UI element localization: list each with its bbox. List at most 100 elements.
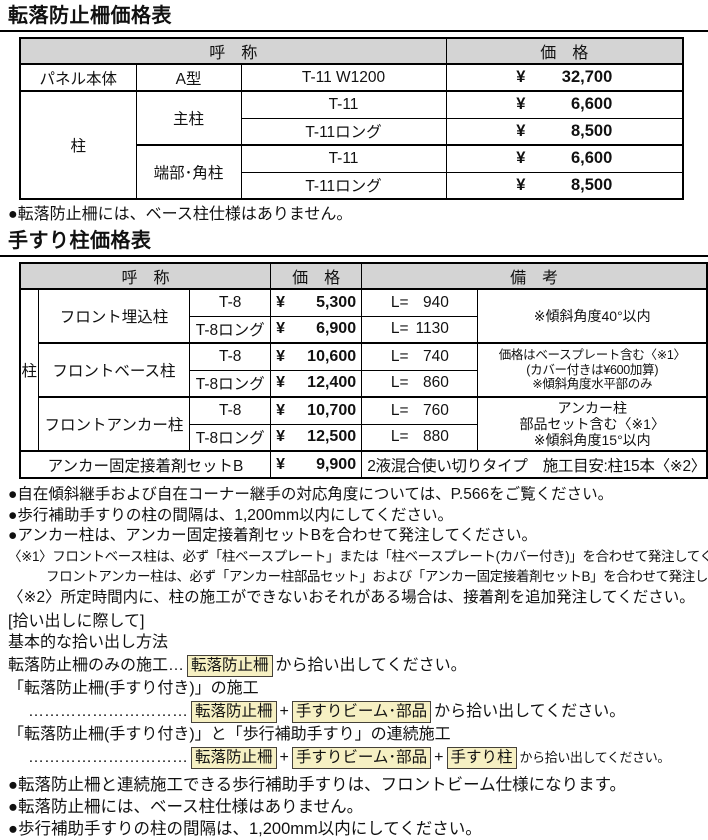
length-prefix: L= [390, 374, 409, 392]
pickup-line-title: 「転落防止柵(手すり付き)」と「歩行補助手すり」の連続施工 [8, 726, 451, 743]
length-prefix: L= [390, 428, 409, 446]
price-cell: ¥12,400 [270, 369, 363, 398]
remark-cell: アンカー柱 部品セット含む〈※1〉 ※傾斜角度15°以内 [477, 396, 708, 452]
price-cell: ¥8,500 [445, 117, 684, 146]
price-value: 6,600 [570, 95, 613, 114]
pickup-line: ………………………… 転落防止柵 + 手すりビーム･部品 から拾い出してください。 [0, 699, 708, 724]
remark-line: ※傾斜角度15°以内 [533, 432, 651, 449]
pickup-line-suffix: から拾い出してください。 [519, 750, 671, 765]
fence-table-title: 転落防止柵価格表 [0, 5, 708, 32]
price-value: 8,500 [570, 121, 613, 140]
post-name-cell: フロントベース柱 [37, 342, 191, 398]
table-row: フロントベース柱 T-8 ¥10,600 L= 740 価格はベースプレート含む〈… [20, 342, 708, 398]
category-cell: 柱 [19, 90, 137, 200]
remark-line: 部品セット含む〈※1〉 [519, 415, 665, 432]
model-cell: T-8 [189, 396, 272, 425]
note-line: ●アンカー柱は、アンカー固定接着剤セットBを合わせて発注してください。 [8, 527, 538, 544]
notes-section: ●自在傾斜継手および自在コーナー継手の対応角度については、P.566をご覧くださ… [0, 485, 708, 608]
yen-sign: ¥ [516, 121, 526, 140]
pickup-line-suffix: から拾い出してください。 [434, 703, 626, 720]
table-row: T-11ロング ¥8,500 [20, 117, 684, 146]
tag-fence: 転落防止柵 [191, 747, 277, 769]
pickup-line-suffix: から拾い出してください。 [275, 657, 467, 674]
footer-notes-section: ●転落防止柵と連続施工できる歩行補助手すりは、フロントビーム仕様になります。 ●… [0, 774, 708, 840]
fence-price-table: 呼 称 価 格 パネル本体 A型 T-11 W1200 ¥32,700 柱 主柱… [19, 37, 684, 200]
length-value: 940 [422, 293, 449, 311]
yen-sign: ¥ [276, 455, 286, 473]
table-row: アンカー固定接着剤セットB ¥9,900 2液混合使い切りタイプ 施工目安:柱1… [19, 450, 708, 479]
price-value: 12,500 [307, 428, 357, 446]
yen-sign: ¥ [516, 149, 526, 168]
model-cell: T-8 [189, 342, 272, 371]
price-value: 10,600 [307, 347, 357, 365]
tag-beam: 手すりビーム･部品 [291, 747, 432, 769]
remark-cell: 価格はベースプレート含む〈※1〉 (カバー付きは¥600加算) ※傾斜角度水平部… [477, 342, 708, 398]
price-value: 9,900 [316, 455, 357, 473]
remark-line: 価格はベースプレート含む〈※1〉 [498, 348, 686, 363]
price-value: 12,400 [307, 374, 357, 392]
model-cell: T-11ロング [240, 117, 447, 146]
yen-sign: ¥ [276, 320, 286, 338]
adhesive-name-cell: アンカー固定接着剤セットB [19, 450, 272, 479]
length-value: 740 [422, 347, 449, 365]
price-cell: ¥6,900 [270, 315, 363, 344]
remark-cell: ※傾斜角度40°以内 [477, 288, 708, 344]
price-cell: ¥10,600 [270, 342, 363, 371]
remark-cell: 2液混合使い切りタイプ 施工目安:柱15本〈※2〉 [361, 450, 708, 479]
price-cell: ¥6,600 [445, 90, 684, 119]
model-cell: T-8ロング [189, 315, 272, 344]
tag-fence: 転落防止柵 [191, 701, 277, 723]
category-cell: パネル本体 [19, 63, 137, 92]
table-row: T-8ロング ¥12,400 L= 860 [20, 369, 707, 398]
yen-sign: ¥ [276, 428, 286, 446]
tag-fence: 転落防止柵 [187, 655, 273, 677]
header-cell-name: 呼 称 [19, 37, 447, 65]
yen-sign: ¥ [276, 374, 286, 392]
remark-line: アンカー柱 [557, 399, 627, 416]
note-line: フロントアンカー柱は、必ず「アンカー柱部品セット」および「アンカー固定接着剤セッ… [46, 569, 708, 584]
note-line: 〈※2〉所定時間内に、柱の施工ができないおそれがある場合は、接着剤を追加発注して… [8, 588, 695, 606]
price-value: 8,500 [570, 175, 613, 194]
post-price-table: 呼 称 価 格 備 考 柱 フロント埋込柱 T-8 ¥5,300 L= 940 ※… [19, 262, 708, 479]
yen-sign: ¥ [276, 293, 286, 311]
plus-sign: + [434, 749, 444, 766]
post-table-header-row: 呼 称 価 格 備 考 [19, 262, 708, 290]
remark-line: (カバー付きは¥600加算) [526, 362, 659, 377]
length-cell: L= 740 [361, 342, 479, 371]
model-cell: T-11 [240, 90, 447, 119]
note-line: ●転落防止柵と連続施工できる歩行補助手すりは、フロントビーム仕様になります。 [8, 776, 626, 794]
yen-sign: ¥ [516, 175, 526, 194]
note-line: ●歩行補助手すりの柱の間隔は、1,200mm以内にしてください。 [8, 820, 482, 838]
length-prefix: L= [390, 293, 409, 311]
note-line: ●転落防止柵には、ベース柱仕様はありません。 [8, 798, 364, 816]
pickup-line: 転落防止柵のみの施工… 転落防止柵 から拾い出してください。 [0, 653, 708, 678]
post-table-title: 手すり柱価格表 [0, 230, 708, 257]
header-cell-price: 価 格 [270, 262, 363, 290]
price-value: 5,300 [316, 293, 357, 311]
note-line: 〈※1〉フロントベース柱は、必ず「柱ベースプレート」または「柱ベースプレート(カ… [8, 548, 708, 564]
dotted-leader: ………………………… [28, 749, 188, 766]
length-cell: L= 880 [361, 423, 479, 452]
pickup-line-prefix: 転落防止柵のみの施工… [8, 657, 185, 674]
price-value: 6,600 [570, 149, 613, 168]
table-row: 柱 フロント埋込柱 T-8 ¥5,300 L= 940 ※傾斜角度40°以内 [19, 288, 708, 452]
plus-sign: + [279, 703, 289, 720]
length-cell: L= 860 [361, 369, 479, 398]
subcategory-cell: 主柱 [135, 90, 242, 146]
post-name-cell: フロント埋込柱 [37, 288, 191, 344]
model-cell: T-8 [189, 288, 272, 317]
price-cell: ¥12,500 [270, 423, 363, 452]
tag-beam: 手すりビーム･部品 [291, 701, 432, 723]
model-cell: T-11 W1200 [240, 63, 447, 92]
dotted-leader: ………………………… [28, 703, 188, 720]
length-value: 1130 [415, 320, 449, 338]
header-cell-price: 価 格 [445, 37, 684, 65]
price-value: 32,700 [561, 68, 613, 86]
yen-sign: ¥ [516, 68, 526, 86]
price-cell: ¥5,300 [270, 288, 363, 317]
table-row: T-8ロング ¥6,900 L= 1130 [20, 315, 707, 344]
pickup-subheading: 基本的な拾い出し方法 [8, 634, 169, 651]
yen-sign: ¥ [276, 347, 286, 365]
length-prefix: L= [390, 401, 409, 419]
